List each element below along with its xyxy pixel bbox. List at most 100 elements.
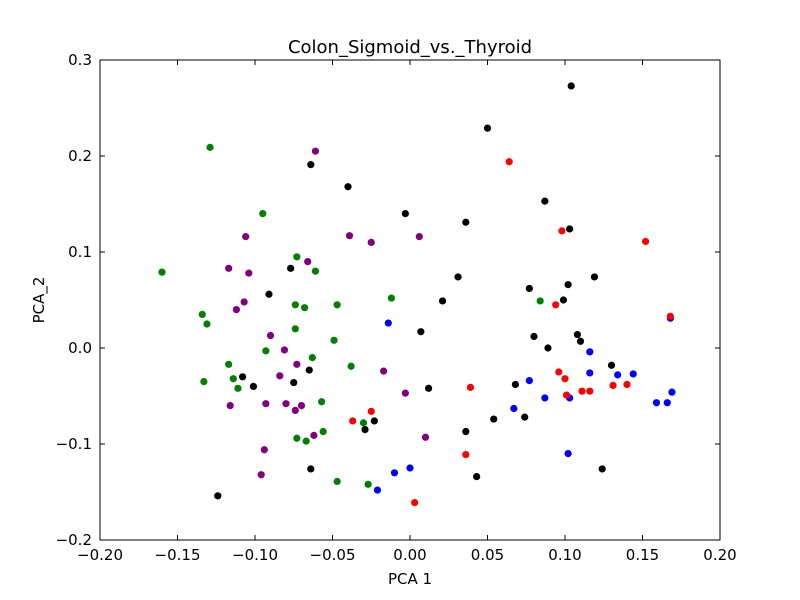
scatter-point xyxy=(473,473,481,481)
scatter-point xyxy=(536,297,544,305)
scatter-point xyxy=(249,382,258,390)
scatter-point xyxy=(562,391,571,399)
scatter-point xyxy=(225,264,233,272)
scatter-point xyxy=(280,346,289,354)
scatter-point xyxy=(225,360,233,368)
ticks-layer: −0.20 −0.15 −0.10 −0.05 0.00 0.05 0.10 0.15 0.20… xyxy=(56,51,737,564)
scatter-point xyxy=(290,378,298,387)
scatter-point xyxy=(505,158,513,166)
scatter-point xyxy=(293,360,301,368)
scatter-point xyxy=(490,415,498,423)
scatter-point xyxy=(525,377,533,385)
scatter-point xyxy=(229,375,237,383)
scatter-point xyxy=(666,312,675,320)
scatter-point xyxy=(555,368,563,376)
scatter-point xyxy=(297,402,306,410)
scatter-point xyxy=(307,161,315,169)
scatter-point xyxy=(511,380,519,389)
scatter-point xyxy=(330,336,338,344)
scatter-point xyxy=(319,427,327,436)
scatter-point xyxy=(561,375,569,383)
scatter-point xyxy=(333,301,341,309)
scatter-point xyxy=(629,370,637,378)
scatter-point xyxy=(564,450,572,458)
scatter-point xyxy=(260,446,268,454)
x-tick-label: −0.05 xyxy=(310,546,356,564)
scatter-point xyxy=(245,269,253,277)
x-tick-label: −0.10 xyxy=(232,546,278,564)
scatter-point xyxy=(333,477,341,486)
scatter-point xyxy=(586,348,594,356)
scatter-point xyxy=(590,273,599,281)
scatter-point xyxy=(521,413,529,421)
x-axis-title: PCA 1 xyxy=(388,570,432,588)
scatter-point xyxy=(259,210,267,218)
scatter-point xyxy=(564,281,572,289)
scatter-point xyxy=(307,465,315,473)
y-tick-label: −0.1 xyxy=(56,435,92,453)
scatter-point xyxy=(578,387,586,395)
scatter-point xyxy=(558,227,566,235)
scatter-point xyxy=(232,306,240,314)
scatter-point xyxy=(462,450,470,459)
scatter-point xyxy=(586,387,594,395)
scatter-point xyxy=(663,399,671,407)
scatter-point xyxy=(257,471,265,479)
scatter-point xyxy=(614,371,622,379)
scatter-point xyxy=(361,426,369,434)
scatter-point xyxy=(226,402,234,410)
scatter-point xyxy=(311,267,320,275)
scatter-point xyxy=(607,361,616,369)
scatter-point xyxy=(541,394,549,402)
scatter-point xyxy=(598,465,606,473)
scatter-point xyxy=(411,498,419,507)
x-tick-label: 0.15 xyxy=(626,546,659,564)
x-tick-label: 0.10 xyxy=(548,546,581,564)
scatter-point xyxy=(417,328,425,336)
y-tick-label: −0.2 xyxy=(56,531,92,549)
scatter-point xyxy=(454,273,462,281)
scatter-point xyxy=(311,147,320,155)
chart-title: Colon_Sigmoid_vs._Thyroid xyxy=(288,37,532,58)
scatter-point xyxy=(344,183,352,191)
points-layer xyxy=(158,82,676,507)
scatter-point xyxy=(318,398,326,406)
scatter-point xyxy=(265,290,273,298)
scatter-point xyxy=(510,404,518,413)
scatter-point xyxy=(364,480,372,488)
scatter-point xyxy=(359,419,368,427)
scatter-point xyxy=(293,434,301,442)
scatter-point xyxy=(291,406,299,414)
scatter-point xyxy=(668,388,676,396)
scatter-point xyxy=(304,258,312,266)
scatter-point xyxy=(203,320,211,328)
scatter-point xyxy=(301,304,309,312)
scatter-point xyxy=(462,218,470,226)
scatter-point xyxy=(406,464,414,472)
scatter-point xyxy=(559,296,568,304)
scatter-point xyxy=(623,380,631,389)
scatter-point xyxy=(370,417,378,425)
scatter-point xyxy=(525,284,533,293)
scatter-point xyxy=(401,210,409,218)
scatter-point xyxy=(239,373,247,381)
plot-frame xyxy=(99,59,721,541)
scatter-point xyxy=(291,301,299,309)
x-tick-label: 0.20 xyxy=(703,546,736,564)
y-tick-label: 0.2 xyxy=(68,147,92,165)
scatter-point xyxy=(282,400,290,408)
scatter-point xyxy=(242,233,250,241)
scatter-point xyxy=(390,469,399,477)
scatter-point xyxy=(466,383,475,391)
scatter-point xyxy=(349,417,357,425)
x-tick-label: −0.15 xyxy=(155,546,201,564)
scatter-point xyxy=(544,344,552,352)
x-tick-label: 0.00 xyxy=(393,546,426,564)
scatter-point xyxy=(291,325,299,333)
scatter-point xyxy=(541,197,549,205)
y-tick-label: 0.1 xyxy=(68,243,92,261)
scatter-point xyxy=(302,437,310,445)
y-tick-label: 0.3 xyxy=(68,51,92,69)
scatter-point xyxy=(347,362,355,370)
